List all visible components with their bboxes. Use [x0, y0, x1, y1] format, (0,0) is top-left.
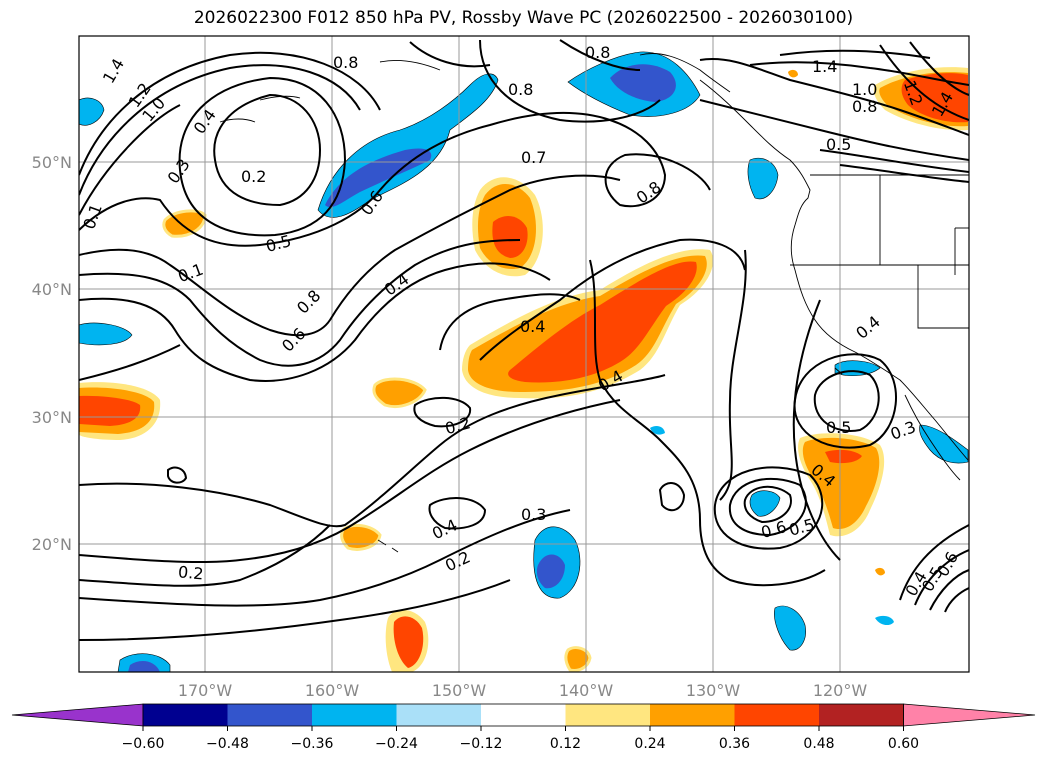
clabel: 0.8 — [293, 286, 324, 317]
shade-blue-tiny — [875, 615, 894, 626]
lat-tick-label: 50°N — [32, 153, 72, 172]
clabel: 0.4 — [190, 106, 220, 138]
colorbar-segment — [819, 704, 904, 726]
shade-red-27n — [825, 449, 862, 464]
chart-title: 2026022300 F012 850 hPa PV, Rossby Wave … — [193, 8, 854, 28]
clabel: 0.2 — [241, 167, 266, 186]
clabel: 0.5 — [826, 135, 851, 154]
coastlines — [219, 53, 969, 553]
colorbar-tick-label: −0.12 — [460, 736, 503, 752]
shade-dblue-bc — [536, 554, 565, 589]
clabel: 0.8 — [333, 53, 358, 72]
shade-blue-baja — [919, 424, 969, 464]
shade-red-45n — [492, 216, 528, 258]
shade-blue-ul — [79, 97, 105, 126]
colorbar-extend-low — [11, 703, 144, 727]
lon-tick-label: 130°W — [686, 681, 741, 700]
clabel: 0.4 — [852, 312, 884, 343]
lon-tick-label: 170°W — [178, 681, 233, 700]
colorbar: −0.60 −0.48 −0.36 −0.24 −0.12 0.12 0.24 0.36 0.4… — [11, 703, 1036, 752]
shade-dblue-goa — [610, 64, 676, 102]
lat-tick-label: 30°N — [32, 408, 72, 427]
colorbar-segment — [143, 704, 228, 726]
shade-org-sm5 — [564, 646, 592, 672]
clabel: 0.6 — [759, 517, 789, 542]
colorbar-segment — [650, 704, 735, 726]
pv-contours — [79, 39, 969, 641]
shade-blue-sm2 — [774, 605, 806, 651]
colorbar-tick-label: −0.60 — [122, 736, 165, 752]
shade-dblue-nepac — [325, 148, 432, 208]
colorbar-segment — [565, 704, 651, 726]
shade-org-tiny — [788, 69, 798, 78]
clabel: 0.4 — [381, 269, 413, 299]
clabel: 0.8 — [585, 43, 610, 62]
colorbar-outline — [142, 703, 904, 727]
clabel: 0.2 — [442, 547, 473, 575]
clabel: 0.3 — [164, 155, 194, 187]
shade-org-27n — [802, 437, 880, 530]
colorbar-tick-label: 0.48 — [803, 736, 834, 752]
lon-tick-label: 140°W — [559, 681, 614, 700]
clabel: 0.4 — [520, 317, 545, 336]
clabel: 0.3 — [521, 505, 546, 524]
shade-red-left — [79, 395, 141, 426]
shade-org-sm2 — [372, 377, 427, 408]
colorbar-tick-label: −0.24 — [375, 736, 418, 752]
colorbar-tick-label: 0.12 — [550, 736, 581, 752]
colorbar-segment — [227, 704, 313, 726]
lon-tick-label: 120°W — [813, 681, 868, 700]
lat-ticks: 50°N 40°N 30°N 20°N — [32, 153, 72, 554]
shade-blue-tiny2 — [650, 425, 665, 435]
shade-blue-ak — [747, 157, 779, 200]
colorbar-tick-label: 0.36 — [719, 736, 750, 752]
clabel: 0.8 — [852, 97, 877, 116]
shade-blue-sm1 — [749, 490, 781, 517]
lat-tick-label: 40°N — [32, 280, 72, 299]
clabel: 1.4 — [99, 55, 128, 87]
colorbar-tick-label: −0.48 — [206, 736, 249, 752]
lon-tick-label: 150°W — [432, 681, 487, 700]
colorbar-tick-label: 0.60 — [888, 736, 919, 752]
clabel: 1.4 — [812, 57, 837, 76]
colorbar-extend-high — [903, 703, 1036, 727]
clabel: 0.5 — [787, 515, 817, 540]
colorbar-segment — [312, 704, 397, 726]
colorbar-segment — [396, 704, 482, 726]
clabel: 0.2 — [177, 562, 204, 583]
shade-red-band — [508, 261, 697, 383]
colorbar-tick-label: 0.24 — [634, 736, 665, 752]
shade-blue-lm — [79, 322, 133, 346]
clabel: 0.8 — [633, 177, 665, 207]
colorbar-tick-label: −0.36 — [291, 736, 334, 752]
shade-org-tiny2 — [875, 567, 885, 576]
shade-org-sm3 — [340, 523, 382, 551]
pv-shading — [79, 51, 969, 672]
clabel: 0.1 — [175, 260, 205, 287]
clabel: 0.7 — [521, 148, 546, 167]
lat-tick-label: 20°N — [32, 535, 72, 554]
shade-red-sm4 — [393, 616, 424, 668]
clabel: 0.8 — [508, 80, 533, 99]
colorbar-segment — [481, 704, 566, 726]
clabel: 1.0 — [852, 80, 877, 99]
lon-ticks: 170°W 160°W 150°W 140°W 130°W 120°W — [178, 681, 868, 700]
shade-dblue-bl — [128, 660, 160, 672]
clabel: 0.5 — [826, 418, 851, 437]
map-frame — [78, 35, 970, 673]
lon-tick-label: 160°W — [305, 681, 360, 700]
colorbar-segment — [734, 704, 820, 726]
clabel: 0.3 — [888, 417, 918, 444]
shade-org-sm1 — [162, 209, 207, 238]
clabel: 0.6 — [278, 324, 309, 355]
